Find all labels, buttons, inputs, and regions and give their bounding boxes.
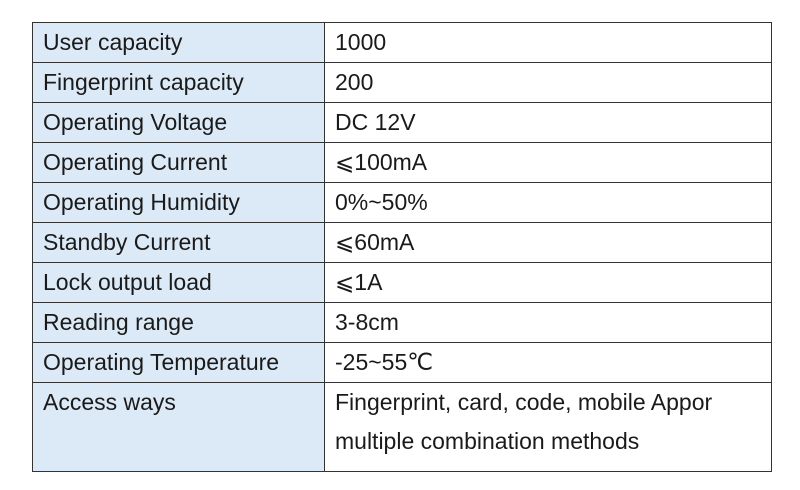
table-row: Operating Humidity 0%~50% xyxy=(32,182,772,223)
spec-table: User capacity 1000 Fingerprint capacity 200… xyxy=(32,22,772,472)
table-row: Operating Voltage DC 12V xyxy=(32,102,772,143)
row-value: ⩽60mA xyxy=(324,222,772,263)
row-label: Operating Humidity xyxy=(32,182,325,223)
table-row: User capacity 1000 xyxy=(32,22,772,63)
table-body: User capacity 1000 Fingerprint capacity 200… xyxy=(32,22,772,472)
row-label: Operating Current xyxy=(32,142,325,183)
table-row: Lock output load ⩽1A xyxy=(32,262,772,303)
row-value: Fingerprint, card, code, mobile Appor mul… xyxy=(324,382,772,472)
table-row: Fingerprint capacity 200 xyxy=(32,62,772,103)
row-label: Standby Current xyxy=(32,222,325,263)
row-label: Operating Voltage xyxy=(32,102,325,143)
row-label: User capacity xyxy=(32,22,325,63)
table-row: Standby Current ⩽60mA xyxy=(32,222,772,263)
row-label: Fingerprint capacity xyxy=(32,62,325,103)
row-label: Lock output load xyxy=(32,262,325,303)
value-line: Fingerprint, card, code, mobile Appor xyxy=(335,389,713,415)
row-value: 1000 xyxy=(324,22,772,63)
value-line: multiple combination methods xyxy=(335,428,640,454)
row-value: 3-8cm xyxy=(324,302,772,343)
table-row: Access ways Fingerprint, card, code, mobi… xyxy=(32,382,772,472)
row-value: 200 xyxy=(324,62,772,103)
table-row: Reading range 3-8cm xyxy=(32,302,772,343)
row-value: -25~55℃ xyxy=(324,342,772,383)
table-row: Operating Temperature -25~55℃ xyxy=(32,342,772,383)
row-value: 0%~50% xyxy=(324,182,772,223)
row-value: DC 12V xyxy=(324,102,772,143)
table-row: Operating Current ⩽100mA xyxy=(32,142,772,183)
row-value: ⩽100mA xyxy=(324,142,772,183)
row-label: Reading range xyxy=(32,302,325,343)
row-value: ⩽1A xyxy=(324,262,772,303)
row-label: Operating Temperature xyxy=(32,342,325,383)
row-label: Access ways xyxy=(32,382,325,472)
